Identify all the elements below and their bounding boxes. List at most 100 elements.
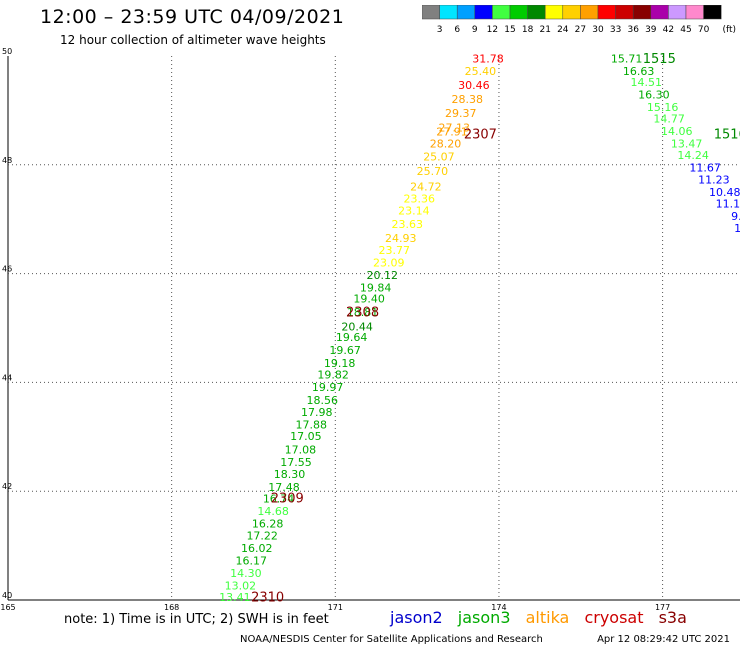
x-tick-label: 174 [491,603,506,612]
footer-timestamp: Apr 12 08:29:42 UTC 2021 [597,634,730,645]
wave-height-label: 17.88 [296,418,328,431]
pass-time-label: 1515 [643,52,676,67]
wave-height-label: 13.47 [671,138,703,151]
wave-height-label: 20.12 [366,269,398,282]
y-tick-label: 44 [2,373,12,382]
y-tick-label: 40 [2,591,12,600]
colorbar-tick-label: 24 [557,25,569,35]
pass-time-label: 1516 [714,127,740,142]
colorbar-tick-label: 33 [610,25,621,35]
chart-title: 12:00 – 23:59 UTC 04/09/2021 [40,6,345,28]
pass-time-label: 2310 [251,590,284,605]
colorbar-tick-label: 3 [437,25,443,35]
wave-height-label: 15.16 [647,101,679,114]
colorbar-tick-label: 27 [575,25,586,35]
wave-height-label: 18.56 [306,394,338,407]
colorbar-tick-label: 39 [645,25,657,35]
wave-height-label: 30.46 [458,79,490,92]
wave-height-label: 16.63 [623,65,655,78]
wave-height-label: 11.23 [698,174,730,187]
legend-s3a: s3a [658,608,687,627]
colorbar-tick-label: 6 [454,25,460,35]
wave-height-label: 19.97 [312,381,344,394]
wave-height-label: 19.84 [360,281,392,294]
colorbar-swatch [703,5,722,20]
wave-height-label: 11.67 [689,162,721,175]
wave-height-label: 16.17 [236,554,268,567]
wave-height-label: 23.77 [378,244,410,257]
wave-height-label: 24.93 [385,232,417,245]
wave-height-label: 23.09 [373,256,405,269]
wave-height-label: 19.40 [353,293,385,306]
colorbar-tick-label: 30 [592,25,604,35]
colorbar-tick-label: 42 [663,25,674,35]
wave-height-label: 14.24 [677,149,709,162]
wave-height-label: 28.38 [452,93,484,106]
wave-height-label: 17.98 [301,406,333,419]
colorbar-tick-label: 15 [504,25,515,35]
wave-height-label: 14.06 [661,125,693,138]
wave-height-label: 10.48 [709,186,740,199]
legend-jason2: jason2 [390,608,443,627]
x-tick-label: 165 [0,603,15,612]
footer-credit: NOAA/NESDIS Center for Satellite Applica… [240,634,543,645]
colorbar-tick-label: 36 [627,25,639,35]
wave-height-label: 20.44 [341,320,373,333]
wave-height-label: 17.48 [268,481,300,494]
wave-height-label: 11.35 [734,222,740,235]
satellite-legend: jason2 jason3 altika cryosat s3a [390,608,697,627]
legend-altika: altika [525,608,570,627]
wave-height-label: 14.30 [230,567,262,580]
wave-height-label: 16.02 [241,542,273,555]
wave-height-label: 23.63 [392,218,424,231]
legend-jason3: jason3 [457,608,511,627]
pass-time-label: 2308 [346,305,379,320]
wave-height-label: 23.36 [404,193,436,206]
legend-cryosat: cryosat [584,608,644,627]
footnote: note: 1) Time is in UTC; 2) SWH is in fe… [64,612,329,627]
colorbar-unit: (ft) [722,25,736,35]
color-scale-legend: 3 6 9 12 15 18 21 24 27 30 33 36 39 42 45 70 (ft) [422,5,736,35]
pass-time-label: 2309 [271,491,304,506]
pass-time-label: 2307 [464,127,497,142]
wave-height-label: 13.41 [219,591,251,604]
footer: NOAA/NESDIS Center for Satellite Applica… [240,634,730,645]
wave-height-label: 16.28 [252,517,284,530]
wave-height-label: 25.07 [423,151,455,164]
colorbar-tick-label: 12 [487,25,498,35]
y-tick-label: 50 [2,47,12,56]
wave-height-label: 19.67 [329,344,361,357]
wave-height-label: 19.18 [324,357,356,370]
wave-height-label: 14.77 [653,113,685,126]
colorbar-tick-label: 18 [522,25,534,35]
wave-height-label: 16.74 [263,492,295,505]
wave-height-label: 18.81 [347,306,379,319]
wave-height-label: 17.55 [280,456,312,469]
x-tick-label: 168 [164,603,179,612]
colorbar-tick-label: 45 [680,25,691,35]
colorbar-tick-label: 70 [698,25,710,35]
wave-height-label: 28.20 [430,138,462,151]
wave-height-label: 13.02 [225,579,257,592]
wave-height-label: 27.13 [438,121,470,134]
wave-height-label: 18.30 [274,468,306,481]
wave-height-label: 17.08 [285,443,317,456]
wave-height-label: 25.70 [417,165,449,178]
wave-height-label: 17.22 [246,529,278,542]
wave-height-label: 16.30 [638,89,670,102]
wave-height-label: 23.14 [398,205,430,218]
wave-height-label: 29.37 [445,107,477,120]
wave-height-label: 11.13 [716,198,740,211]
wave-height-label: 25.40 [465,65,497,78]
wave-height-label: 19.82 [317,368,349,381]
wave-height-label: 27.91 [436,126,468,139]
wave-height-label: 17.05 [290,430,322,443]
colorbar-tick-label: 21 [539,25,550,35]
wave-height-label: 24.72 [410,181,442,194]
y-tick-label: 42 [2,482,12,491]
chart-subtitle: 12 hour collection of altimeter wave hei… [60,33,326,47]
y-tick-label: 46 [2,265,12,274]
wave-height-label: 31.78 [472,52,504,65]
wave-height-label: 14.68 [257,505,289,518]
